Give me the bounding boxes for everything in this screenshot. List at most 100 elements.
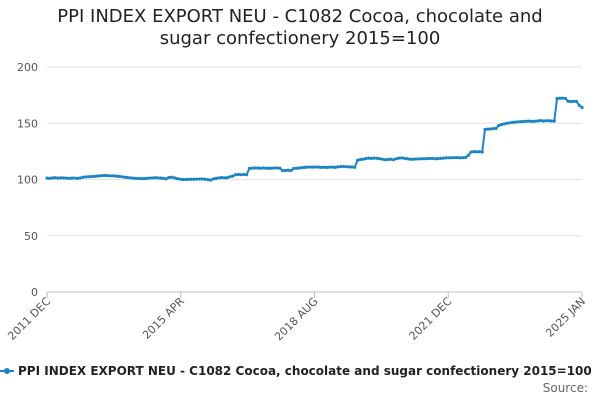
data-point	[272, 166, 276, 170]
data-point	[536, 119, 540, 123]
data-point	[444, 156, 448, 160]
data-point	[533, 119, 537, 123]
data-point	[170, 175, 174, 179]
data-point	[511, 120, 515, 124]
data-point	[48, 176, 52, 180]
data-point	[519, 119, 523, 124]
data-point	[181, 177, 185, 182]
data-point	[189, 177, 193, 181]
data-point	[358, 157, 362, 162]
data-point	[203, 177, 207, 181]
data-point	[325, 165, 329, 170]
data-point	[145, 176, 149, 180]
data-point	[375, 156, 379, 160]
data-point	[491, 126, 495, 131]
data-point	[394, 157, 398, 161]
data-point	[494, 126, 498, 130]
data-point	[488, 127, 493, 131]
data-point	[361, 157, 365, 161]
data-point	[389, 157, 393, 161]
data-point	[527, 119, 531, 123]
data-point	[549, 119, 554, 123]
y-tick-label: 100	[17, 174, 38, 187]
data-point	[114, 174, 118, 178]
data-point	[538, 118, 543, 123]
data-point	[558, 96, 562, 100]
data-point	[372, 156, 376, 160]
data-point	[153, 176, 157, 180]
data-point	[441, 156, 445, 160]
data-point	[405, 157, 409, 161]
data-point	[70, 176, 74, 180]
data-point	[569, 99, 573, 104]
data-point	[366, 156, 371, 160]
data-point	[447, 156, 451, 160]
data-point	[231, 174, 235, 178]
data-point	[239, 173, 243, 177]
y-tick-label: 200	[17, 61, 38, 74]
data-point	[383, 158, 387, 162]
data-point	[330, 165, 335, 169]
data-point	[56, 176, 60, 180]
data-point	[278, 166, 282, 170]
data-point	[458, 156, 462, 160]
data-point	[53, 176, 57, 180]
data-point	[347, 165, 351, 169]
data-point	[544, 119, 548, 123]
data-point	[128, 176, 132, 180]
data-point	[486, 127, 490, 131]
data-point	[516, 120, 520, 124]
data-point	[275, 166, 279, 170]
data-point	[195, 177, 199, 181]
data-point	[355, 158, 360, 162]
data-point	[353, 165, 357, 169]
data-point	[466, 153, 470, 157]
y-tick-label: 150	[17, 117, 38, 130]
data-point	[123, 175, 127, 179]
data-point	[378, 157, 382, 161]
y-tick-label: 50	[24, 230, 38, 243]
data-point	[522, 119, 526, 124]
data-point	[422, 157, 426, 161]
data-point	[289, 168, 293, 173]
chart-legend[interactable]: PPI INDEX EXPORT NEU - C1082 Cocoa, choc…	[0, 364, 592, 378]
data-point	[286, 168, 290, 172]
data-point	[64, 176, 69, 180]
data-point	[439, 156, 443, 160]
data-point	[45, 176, 49, 180]
data-point	[305, 165, 310, 169]
data-point	[369, 156, 373, 160]
data-point	[427, 156, 432, 161]
data-point	[211, 177, 215, 181]
legend-series-marker	[0, 368, 14, 374]
data-point	[350, 165, 354, 169]
data-point	[281, 168, 285, 173]
data-point	[192, 177, 196, 181]
data-point	[303, 165, 307, 169]
data-point	[150, 176, 154, 180]
data-point	[391, 158, 396, 162]
data-point	[297, 166, 301, 170]
data-point	[416, 157, 421, 161]
data-point	[477, 150, 482, 154]
data-point	[463, 155, 468, 160]
data-point	[430, 156, 434, 160]
data-point	[566, 99, 570, 103]
data-point	[86, 175, 91, 179]
data-point	[436, 156, 440, 161]
data-point	[125, 175, 129, 180]
data-point	[172, 176, 177, 180]
data-point	[186, 177, 190, 181]
data-point	[92, 174, 96, 178]
x-tick-label: 2015 APR	[140, 295, 187, 342]
data-point	[314, 165, 318, 169]
data-point	[461, 156, 465, 160]
data-point	[333, 165, 337, 169]
data-point	[100, 173, 105, 178]
data-point	[469, 150, 473, 154]
data-point	[574, 99, 579, 104]
data-point	[142, 177, 146, 181]
data-point	[134, 176, 138, 180]
data-point	[136, 176, 141, 181]
